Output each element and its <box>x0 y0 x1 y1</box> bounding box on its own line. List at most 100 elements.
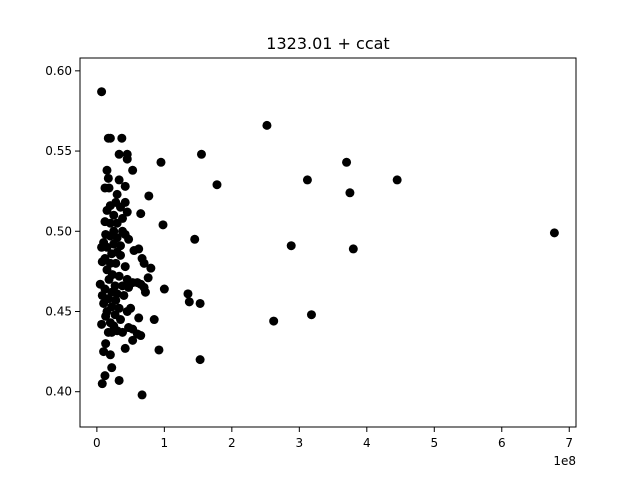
x-tick-label: 2 <box>228 436 236 450</box>
data-point <box>156 157 166 167</box>
data-point <box>105 218 115 228</box>
data-points <box>95 87 559 400</box>
data-point <box>195 355 205 365</box>
data-point <box>97 379 107 389</box>
data-point <box>190 234 200 244</box>
data-point <box>99 298 109 308</box>
data-point <box>97 319 107 329</box>
y-tick-label: 0.60 <box>45 64 72 78</box>
data-point <box>118 327 128 337</box>
data-point <box>195 298 205 308</box>
data-point <box>101 311 111 321</box>
data-point <box>119 290 129 300</box>
data-point <box>262 120 272 130</box>
x-axis: 0 1 2 3 4 5 6 7 <box>93 427 573 450</box>
data-point <box>134 313 144 323</box>
data-point <box>114 175 124 185</box>
y-tick-label: 0.55 <box>45 144 72 158</box>
data-point <box>107 363 117 373</box>
data-point <box>103 173 113 183</box>
y-tick-label: 0.50 <box>45 224 72 238</box>
data-point <box>392 175 402 185</box>
data-point <box>140 287 150 297</box>
data-point <box>136 209 146 219</box>
data-point <box>302 175 312 185</box>
data-point <box>97 257 107 267</box>
data-point <box>120 262 130 272</box>
data-point <box>143 273 153 283</box>
data-point <box>306 310 316 320</box>
data-point <box>144 191 154 201</box>
chart-title: 1323.01 + ccat <box>266 34 389 53</box>
data-point <box>102 242 112 252</box>
data-point <box>120 343 130 353</box>
data-point <box>109 239 119 249</box>
data-point <box>107 327 117 337</box>
data-point <box>348 244 358 254</box>
data-point <box>120 181 130 191</box>
data-point <box>139 258 149 268</box>
data-point <box>115 315 125 325</box>
data-point <box>122 306 132 316</box>
data-point <box>114 271 124 281</box>
data-point <box>105 350 115 360</box>
x-tick-label: 4 <box>363 436 371 450</box>
data-point <box>149 315 159 325</box>
data-point <box>269 316 279 326</box>
data-point <box>154 345 164 355</box>
data-point <box>183 289 193 299</box>
data-point <box>122 207 132 217</box>
data-point <box>114 303 124 313</box>
x-tick-label: 1 <box>161 436 169 450</box>
data-point <box>158 220 168 230</box>
data-point <box>115 202 125 212</box>
data-point <box>196 149 206 159</box>
data-point <box>136 331 146 341</box>
data-point <box>111 258 121 268</box>
x-axis-offset-label: 1e8 <box>553 454 576 468</box>
y-tick-label: 0.45 <box>45 304 72 318</box>
data-point <box>117 133 127 143</box>
data-point <box>99 347 109 357</box>
data-point <box>137 390 147 400</box>
data-point <box>105 231 115 241</box>
data-point <box>112 189 122 199</box>
data-point <box>345 188 355 198</box>
x-tick-label: 5 <box>430 436 438 450</box>
data-point <box>102 205 112 215</box>
data-point <box>549 228 559 238</box>
data-point <box>97 87 107 97</box>
data-point <box>115 250 125 260</box>
data-point <box>105 133 115 143</box>
y-tick-label: 0.40 <box>45 385 72 399</box>
data-point <box>212 180 222 190</box>
plot-frame <box>79 57 577 428</box>
data-point <box>107 249 117 259</box>
x-tick-label: 3 <box>295 436 303 450</box>
x-tick-label: 0 <box>93 436 101 450</box>
data-point <box>134 244 144 254</box>
data-point <box>109 210 119 220</box>
data-point <box>342 157 352 167</box>
data-point <box>124 282 134 292</box>
x-tick-label: 6 <box>498 436 506 450</box>
data-point <box>102 165 112 175</box>
data-point <box>100 371 110 381</box>
data-point <box>122 154 132 164</box>
y-axis: 0.40 0.45 0.50 0.55 0.60 <box>45 64 80 399</box>
data-point <box>124 234 134 244</box>
data-point <box>114 375 124 385</box>
data-point <box>114 149 124 159</box>
data-point <box>159 284 169 294</box>
data-point <box>104 183 114 193</box>
data-point <box>128 165 138 175</box>
data-point <box>286 241 296 251</box>
data-point <box>146 263 156 273</box>
data-point <box>104 274 114 284</box>
data-point <box>101 339 111 349</box>
x-tick-label: 7 <box>565 436 573 450</box>
data-point <box>184 297 194 307</box>
data-point <box>111 295 121 305</box>
